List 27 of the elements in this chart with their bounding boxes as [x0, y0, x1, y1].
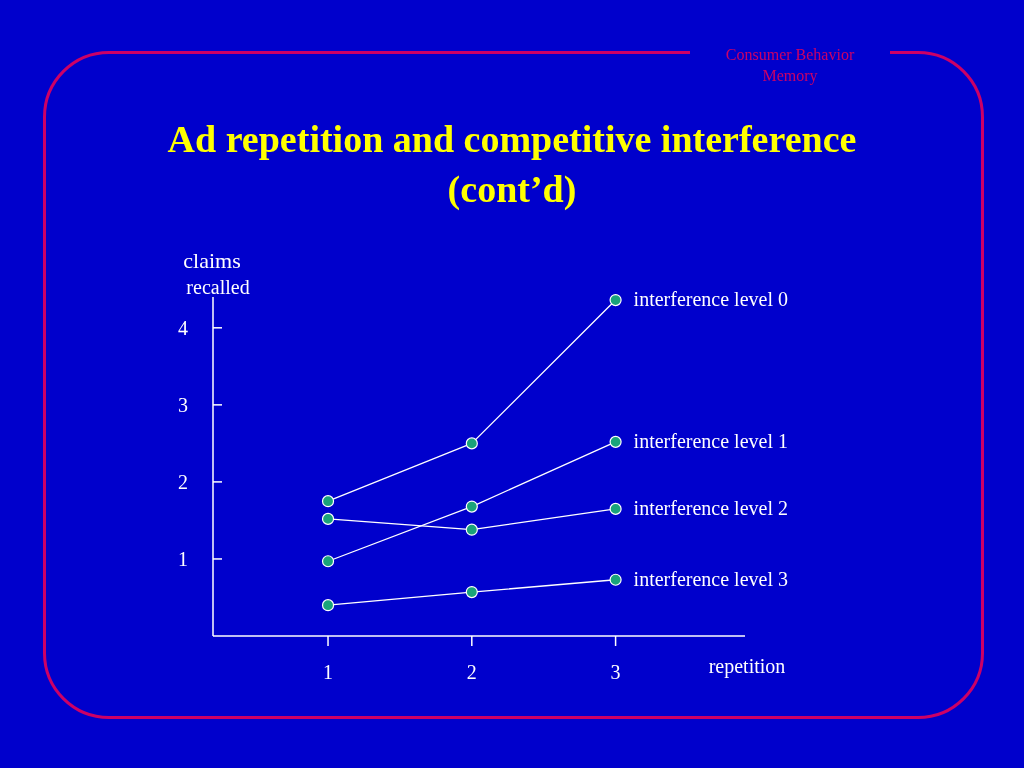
y-tick-label: 3: [178, 393, 188, 416]
x-axis-title: repetition: [708, 655, 786, 678]
series-label: interference level 0: [633, 288, 788, 311]
x-tick-label: 1: [323, 661, 334, 683]
point: [321, 495, 335, 508]
point: [465, 585, 478, 599]
point: [465, 500, 478, 513]
series-label: interference level 1: [633, 429, 788, 452]
x-tick-label: 2: [466, 661, 477, 683]
x-tick-label: 3: [610, 661, 621, 683]
y-tick-label: 2: [178, 470, 188, 493]
y-axis-title: claims recalled: [183, 248, 250, 298]
series-label: interference level 2: [633, 496, 788, 519]
text: Consumer Behavior Memory: [725, 46, 855, 85]
point: [321, 512, 335, 525]
point: [321, 599, 335, 612]
y-tick-label: 1: [178, 547, 188, 570]
y-tick-label: 4: [178, 316, 188, 339]
point: [609, 573, 622, 586]
point: [465, 523, 478, 536]
point: [609, 435, 622, 448]
chart-title: Ad repetition and competitive interference (cont’d): [167, 118, 857, 211]
point: [465, 437, 478, 450]
series-label: interference level 3: [633, 567, 788, 590]
point: [609, 293, 622, 307]
point: [321, 555, 335, 568]
point: [609, 502, 622, 515]
